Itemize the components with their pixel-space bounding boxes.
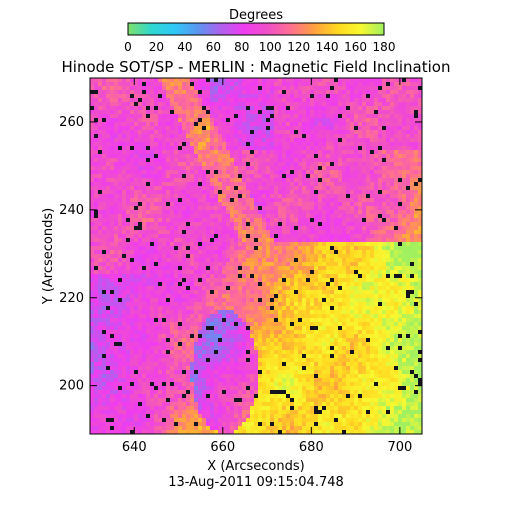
- x-tick-label: 680: [299, 440, 324, 455]
- colorbar-tick-label: 120: [287, 40, 310, 54]
- y-tick-label: 240: [59, 203, 84, 218]
- heatmap-raster: [90, 78, 422, 434]
- colorbar-ticks: 0 20 40 60 80 100 120 140 160 180: [124, 40, 395, 54]
- timestamp: 13-Aug-2011 09:15:04.748: [168, 475, 344, 490]
- x-tick-label: 700: [387, 440, 412, 455]
- colorbar-tick-label: 0: [124, 40, 132, 54]
- colorbar-tick-label: 80: [234, 40, 249, 54]
- colorbar-tick-label: 40: [177, 40, 192, 54]
- colorbar-tick-label: 100: [259, 40, 282, 54]
- y-tick-label: 220: [59, 291, 84, 306]
- x-tick-label: 640: [122, 440, 147, 455]
- y-tick-label: 200: [59, 379, 84, 394]
- colorbar-tick-label: 160: [344, 40, 367, 54]
- chart-title: Hinode SOT/SP - MERLIN : Magnetic Field …: [62, 58, 451, 76]
- colorbar-tick-label: 180: [373, 40, 396, 54]
- colorbar: [127, 22, 385, 36]
- colorbar-tick-label: 140: [316, 40, 339, 54]
- x-tick-label: 660: [210, 440, 235, 455]
- y-axis-ticks: 200 220 240 260: [59, 115, 422, 394]
- x-axis-label: X (Arcseconds): [207, 459, 304, 474]
- plot-frame: [89, 77, 423, 435]
- colorbar-tick-label: 60: [206, 40, 221, 54]
- heatmap-image: [90, 78, 422, 434]
- colorbar-tick-label: 20: [149, 40, 164, 54]
- colorbar-label: Degrees: [229, 8, 283, 23]
- x-axis-ticks: 640 660 680 700: [122, 78, 412, 455]
- y-axis-label: Y (Arcseconds): [41, 208, 56, 305]
- y-tick-label: 260: [59, 115, 84, 130]
